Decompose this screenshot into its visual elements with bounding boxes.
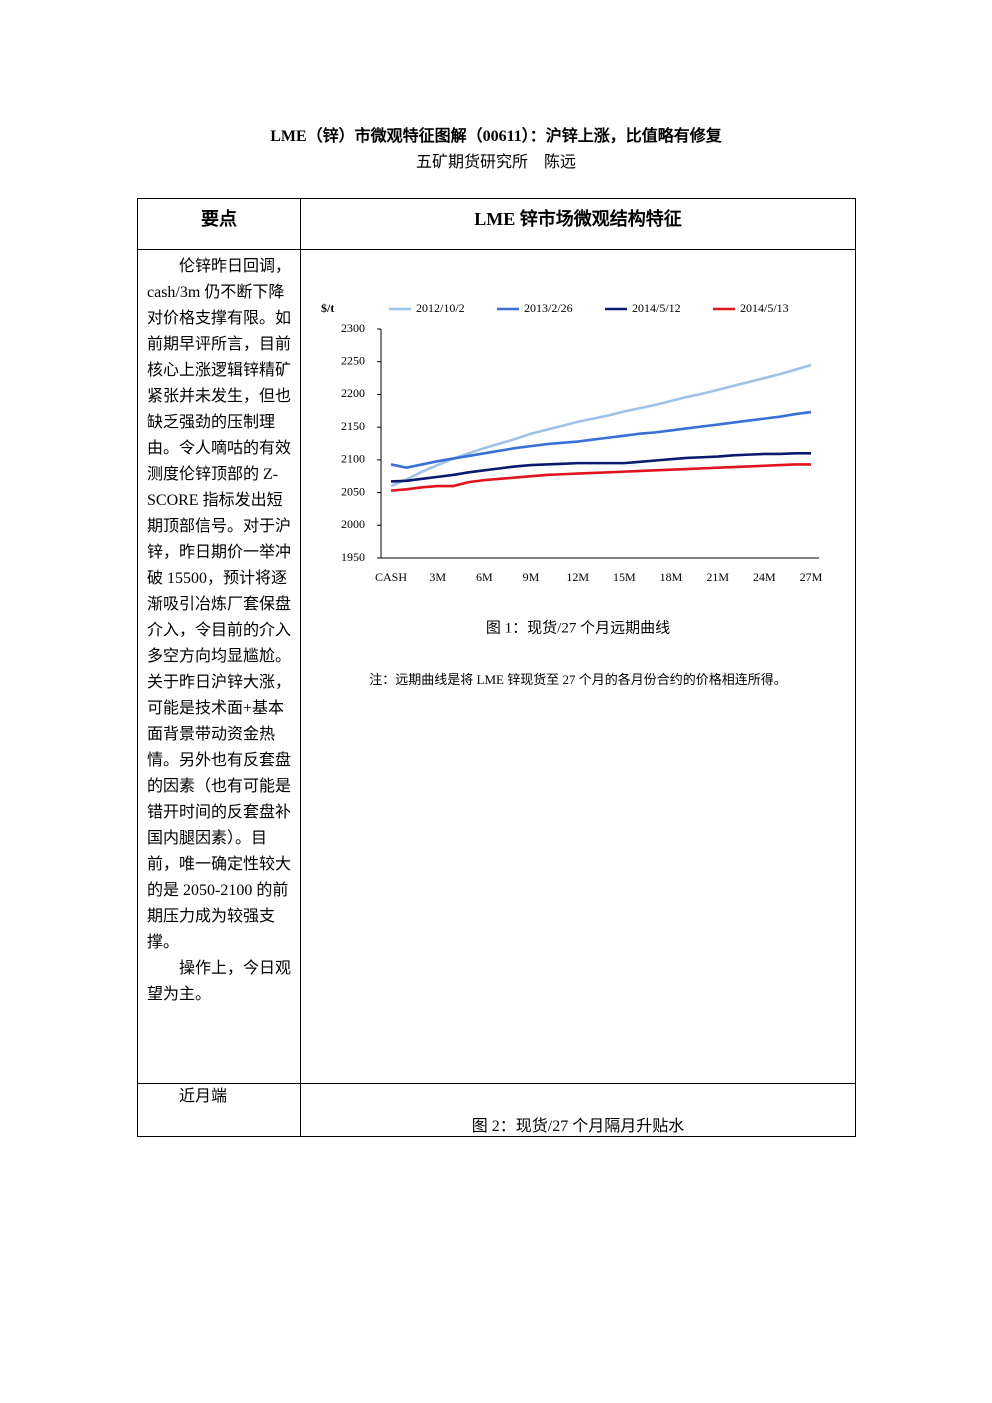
data-line xyxy=(390,452,811,483)
data-line xyxy=(390,463,811,492)
y-tick-label: 2100 xyxy=(341,452,365,466)
paragraph: 近月端 xyxy=(179,1088,228,1105)
data-line xyxy=(390,363,812,488)
legend-label: 2014/5/12 xyxy=(632,301,681,315)
legend-label: 2014/5/13 xyxy=(740,301,789,315)
chart-cell: $/t 图 1：现货/27 个月远期曲线 注：远期曲线是将 LME 锌现货至 2… xyxy=(300,249,856,1084)
figure-note: 注：远期曲线是将 LME 锌现货至 27 个月的各月份合约的价格相连所得。 xyxy=(369,672,786,687)
figure-caption: 图 2：现货/27 个月隔月升贴水 xyxy=(471,1118,685,1135)
doc-subtitle: 五矿期货研究所 陈远 xyxy=(415,154,576,171)
header-cell: 要点 xyxy=(137,198,301,250)
chart-cell: 图 2：现货/27 个月隔月升贴水 xyxy=(300,1083,856,1137)
doc-title: LME（锌）市微观特征图解（00611）：沪锌上涨，比值略有修复 xyxy=(270,128,722,145)
x-tick-label: 15M xyxy=(613,570,636,584)
legend-label: 2013/2/26 xyxy=(524,301,573,315)
y-tick-label: 1950 xyxy=(341,550,365,564)
data-line xyxy=(390,410,812,470)
y-axis-label: $/t xyxy=(321,301,334,315)
y-tick-label: 2150 xyxy=(341,419,365,433)
text-cell: 伦锌昨日回调，cash/3m 仍不断下降对价格支撑有限。如前期早评所言，目前核心… xyxy=(137,249,301,1084)
y-tick-label: 2200 xyxy=(341,386,365,400)
y-tick-label: 2000 xyxy=(341,517,365,531)
x-tick-label: CASH xyxy=(375,570,407,584)
paragraph: 操作上，今日观望为主。 xyxy=(147,960,292,1003)
x-tick-label: 3M xyxy=(429,570,446,584)
y-tick-label: 2300 xyxy=(341,321,365,335)
paragraph: 伦锌昨日回调，cash/3m 仍不断下降对价格支撑有限。如前期早评所言，目前核心… xyxy=(147,258,292,951)
header-cell: LME 锌市场微观结构特征 xyxy=(300,198,856,250)
y-tick-label: 2050 xyxy=(341,484,365,498)
text-cell: 近月端 xyxy=(137,1083,301,1137)
x-tick-label: 21M xyxy=(706,570,729,584)
x-tick-label: 24M xyxy=(753,570,776,584)
x-tick-label: 27M xyxy=(800,570,823,584)
legend-label: 2012/10/2 xyxy=(416,301,465,315)
chart: $/t 图 1：现货/27 个月远期曲线 注：远期曲线是将 LME 锌现货至 2… xyxy=(321,301,823,687)
x-tick-label: 18M xyxy=(660,570,683,584)
x-tick-label: 12M xyxy=(566,570,589,584)
figure-caption: 图 1：现货/27 个月远期曲线 xyxy=(486,619,670,636)
x-tick-label: 9M xyxy=(523,570,540,584)
y-tick-label: 2250 xyxy=(341,353,365,367)
x-tick-label: 6M xyxy=(476,570,493,584)
